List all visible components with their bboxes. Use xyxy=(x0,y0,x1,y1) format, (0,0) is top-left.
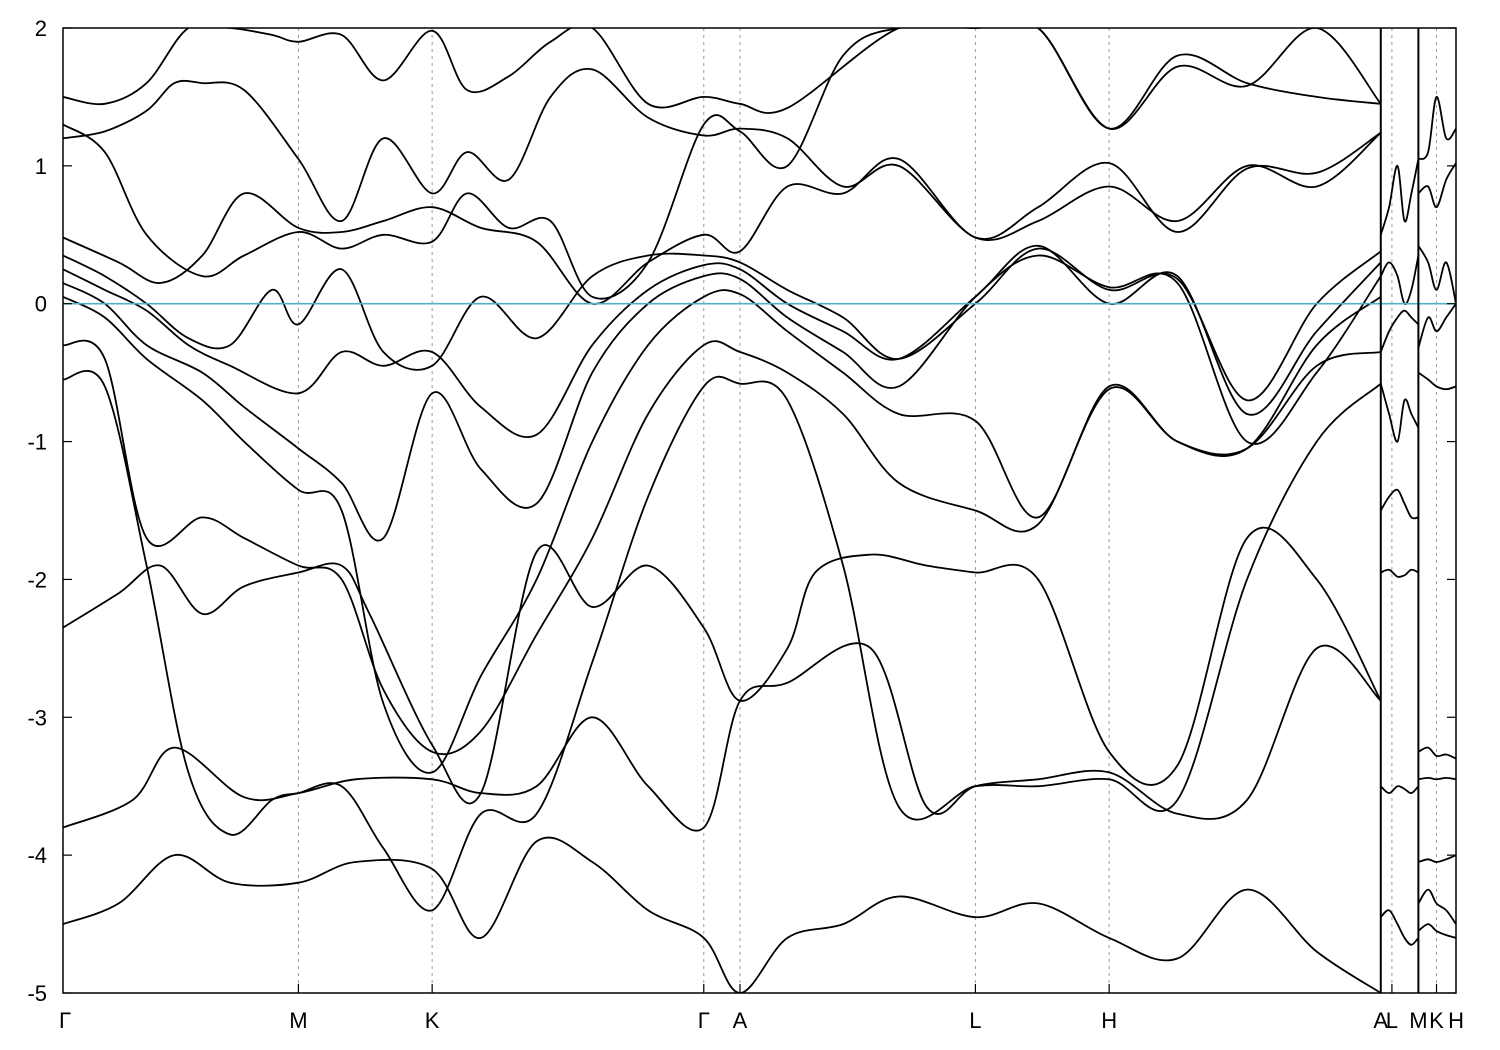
x-tick-label-7: A xyxy=(1373,1008,1388,1033)
band-6 xyxy=(63,254,1382,542)
band-9 xyxy=(63,132,1382,305)
x-axis-ticks: Γ M K Γ A L H AL M K H xyxy=(59,984,1464,1033)
plot-frame xyxy=(62,27,1457,994)
band-21 xyxy=(1417,95,1456,160)
x-tick-label-0: Γ xyxy=(59,1008,71,1033)
y-tick-label: -3 xyxy=(27,705,47,730)
band-16 xyxy=(1379,383,1420,443)
band-17 xyxy=(1380,488,1419,520)
x-tick-label-10: K xyxy=(1429,1008,1444,1033)
y-tick-label: -1 xyxy=(27,430,47,455)
band-15 xyxy=(1379,309,1420,353)
y-tick-label: 2 xyxy=(35,16,47,41)
band-30 xyxy=(1417,923,1456,939)
band-23 xyxy=(1417,245,1456,304)
y-tick-label: 1 xyxy=(35,154,47,179)
x-tick-label-9: M xyxy=(1409,1008,1427,1033)
band-lines xyxy=(63,28,1456,993)
x-tick-label-2: K xyxy=(425,1008,440,1033)
x-tick-label-4: A xyxy=(733,1008,748,1033)
band-20 xyxy=(1380,909,1420,946)
band-18 xyxy=(1380,568,1419,578)
band-28 xyxy=(1418,854,1456,863)
band-0 xyxy=(63,836,1382,993)
band-22 xyxy=(1417,162,1456,209)
y-tick-label: -5 xyxy=(27,981,47,1006)
band-14 xyxy=(1380,255,1420,305)
band-29 xyxy=(1417,888,1456,925)
band-12 xyxy=(63,28,1382,130)
band-7 xyxy=(63,244,1382,438)
band-27 xyxy=(1418,777,1456,781)
band-5 xyxy=(63,289,1382,774)
band-2 xyxy=(63,526,1382,805)
band-26 xyxy=(1417,746,1456,760)
band-13 xyxy=(1379,158,1420,236)
band-25 xyxy=(1417,371,1456,391)
band-4 xyxy=(63,339,1381,756)
band-10 xyxy=(63,67,1382,242)
y-tick-label: 0 xyxy=(35,292,47,317)
x-tick-label-11: H xyxy=(1448,1008,1464,1033)
band-3 xyxy=(63,370,1382,912)
x-tick-label-1: M xyxy=(289,1008,307,1033)
x-tick-label-6: H xyxy=(1101,1008,1117,1033)
band-19 xyxy=(1380,785,1420,795)
y-tick-label: -4 xyxy=(27,843,47,868)
y-axis-ticks: -5 -4 -3 -2 -1 0 1 2 xyxy=(27,16,1456,1006)
path-break-lines xyxy=(1379,28,1420,993)
band-24 xyxy=(1417,303,1456,349)
x-tick-label-8: L xyxy=(1386,1008,1398,1033)
band-8 xyxy=(63,247,1382,402)
x-tick-label-5: L xyxy=(969,1008,981,1033)
x-tick-label-3: Γ xyxy=(698,1008,710,1033)
y-tick-label: -2 xyxy=(27,567,47,592)
